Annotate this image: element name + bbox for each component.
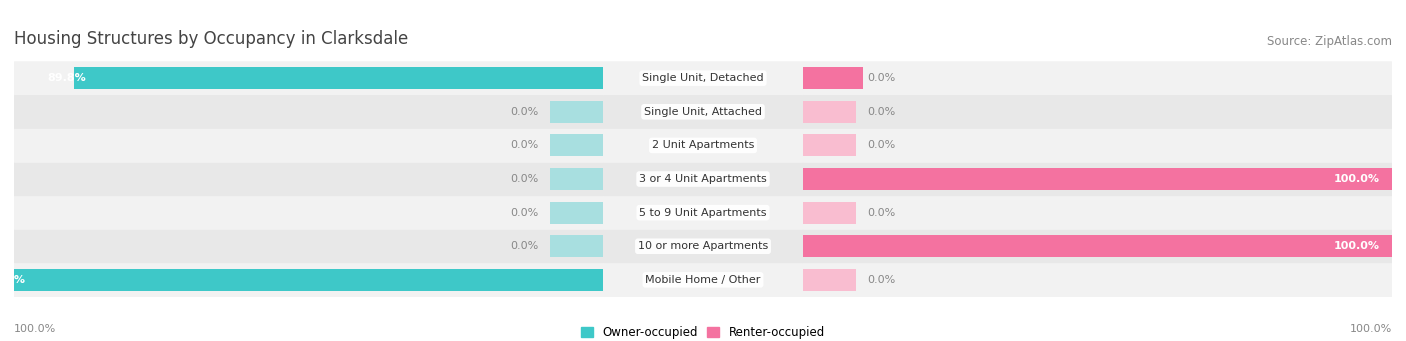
Bar <box>603 196 803 229</box>
Bar <box>14 269 603 291</box>
Bar <box>603 163 803 195</box>
Text: 100.0%: 100.0% <box>1334 241 1381 251</box>
Text: 0.0%: 0.0% <box>510 208 538 218</box>
Text: 100.0%: 100.0% <box>14 324 56 334</box>
Text: Source: ZipAtlas.com: Source: ZipAtlas.com <box>1267 35 1392 48</box>
Bar <box>603 62 803 94</box>
Text: 0.0%: 0.0% <box>510 107 538 117</box>
FancyBboxPatch shape <box>14 162 603 196</box>
Text: 0.0%: 0.0% <box>510 174 538 184</box>
Text: 0.0%: 0.0% <box>510 241 538 251</box>
FancyBboxPatch shape <box>803 61 1392 95</box>
Bar <box>803 129 1392 162</box>
Bar <box>803 67 863 89</box>
Text: 100.0%: 100.0% <box>1350 324 1392 334</box>
Bar <box>550 202 603 224</box>
Bar <box>803 96 1392 128</box>
Bar <box>803 101 856 123</box>
FancyBboxPatch shape <box>14 129 603 162</box>
Text: Single Unit, Detached: Single Unit, Detached <box>643 73 763 83</box>
Text: 2 Unit Apartments: 2 Unit Apartments <box>652 140 754 150</box>
Bar <box>550 134 603 156</box>
Bar <box>803 230 1392 262</box>
Text: 0.0%: 0.0% <box>868 107 896 117</box>
Text: 100.0%: 100.0% <box>0 275 25 285</box>
FancyBboxPatch shape <box>803 263 1392 297</box>
Bar <box>14 163 603 195</box>
Text: 0.0%: 0.0% <box>868 73 896 83</box>
Bar <box>14 196 603 229</box>
FancyBboxPatch shape <box>14 61 603 95</box>
Bar <box>803 196 1392 229</box>
FancyBboxPatch shape <box>803 162 1392 196</box>
Text: 0.0%: 0.0% <box>868 275 896 285</box>
Bar <box>803 235 1392 257</box>
Bar <box>75 67 603 89</box>
Bar <box>14 96 603 128</box>
Bar <box>550 269 603 291</box>
Bar <box>14 129 603 162</box>
FancyBboxPatch shape <box>803 95 1392 129</box>
Text: 3 or 4 Unit Apartments: 3 or 4 Unit Apartments <box>640 174 766 184</box>
Bar <box>550 235 603 257</box>
Bar <box>803 163 1392 195</box>
FancyBboxPatch shape <box>603 229 803 263</box>
FancyBboxPatch shape <box>14 229 603 263</box>
FancyBboxPatch shape <box>803 129 1392 162</box>
Bar <box>14 62 603 94</box>
Text: 0.0%: 0.0% <box>510 140 538 150</box>
FancyBboxPatch shape <box>603 162 803 196</box>
Bar <box>803 269 856 291</box>
Bar <box>803 168 1392 190</box>
Bar <box>603 96 803 128</box>
FancyBboxPatch shape <box>14 196 603 229</box>
Bar <box>803 62 1392 94</box>
FancyBboxPatch shape <box>14 95 603 129</box>
Bar <box>803 134 856 156</box>
Text: 5 to 9 Unit Apartments: 5 to 9 Unit Apartments <box>640 208 766 218</box>
Bar <box>550 101 603 123</box>
Text: Mobile Home / Other: Mobile Home / Other <box>645 275 761 285</box>
Text: 100.0%: 100.0% <box>1334 174 1381 184</box>
Bar <box>14 264 603 296</box>
FancyBboxPatch shape <box>803 229 1392 263</box>
Text: Single Unit, Attached: Single Unit, Attached <box>644 107 762 117</box>
Legend: Owner-occupied, Renter-occupied: Owner-occupied, Renter-occupied <box>576 322 830 341</box>
Bar <box>550 67 603 89</box>
FancyBboxPatch shape <box>603 129 803 162</box>
Text: 0.0%: 0.0% <box>868 140 896 150</box>
FancyBboxPatch shape <box>603 61 803 95</box>
FancyBboxPatch shape <box>603 95 803 129</box>
FancyBboxPatch shape <box>14 263 603 297</box>
Text: Housing Structures by Occupancy in Clarksdale: Housing Structures by Occupancy in Clark… <box>14 30 408 48</box>
Bar <box>803 235 856 257</box>
FancyBboxPatch shape <box>603 196 803 229</box>
FancyBboxPatch shape <box>803 196 1392 229</box>
Bar <box>803 168 856 190</box>
Bar <box>14 230 603 262</box>
Bar <box>603 129 803 162</box>
Text: 10 or more Apartments: 10 or more Apartments <box>638 241 768 251</box>
Bar <box>603 230 803 262</box>
Text: 0.0%: 0.0% <box>868 208 896 218</box>
Bar <box>803 67 856 89</box>
FancyBboxPatch shape <box>603 263 803 297</box>
Bar <box>603 264 803 296</box>
Text: 89.8%: 89.8% <box>48 73 86 83</box>
Bar <box>550 168 603 190</box>
Bar <box>803 202 856 224</box>
Bar <box>803 264 1392 296</box>
